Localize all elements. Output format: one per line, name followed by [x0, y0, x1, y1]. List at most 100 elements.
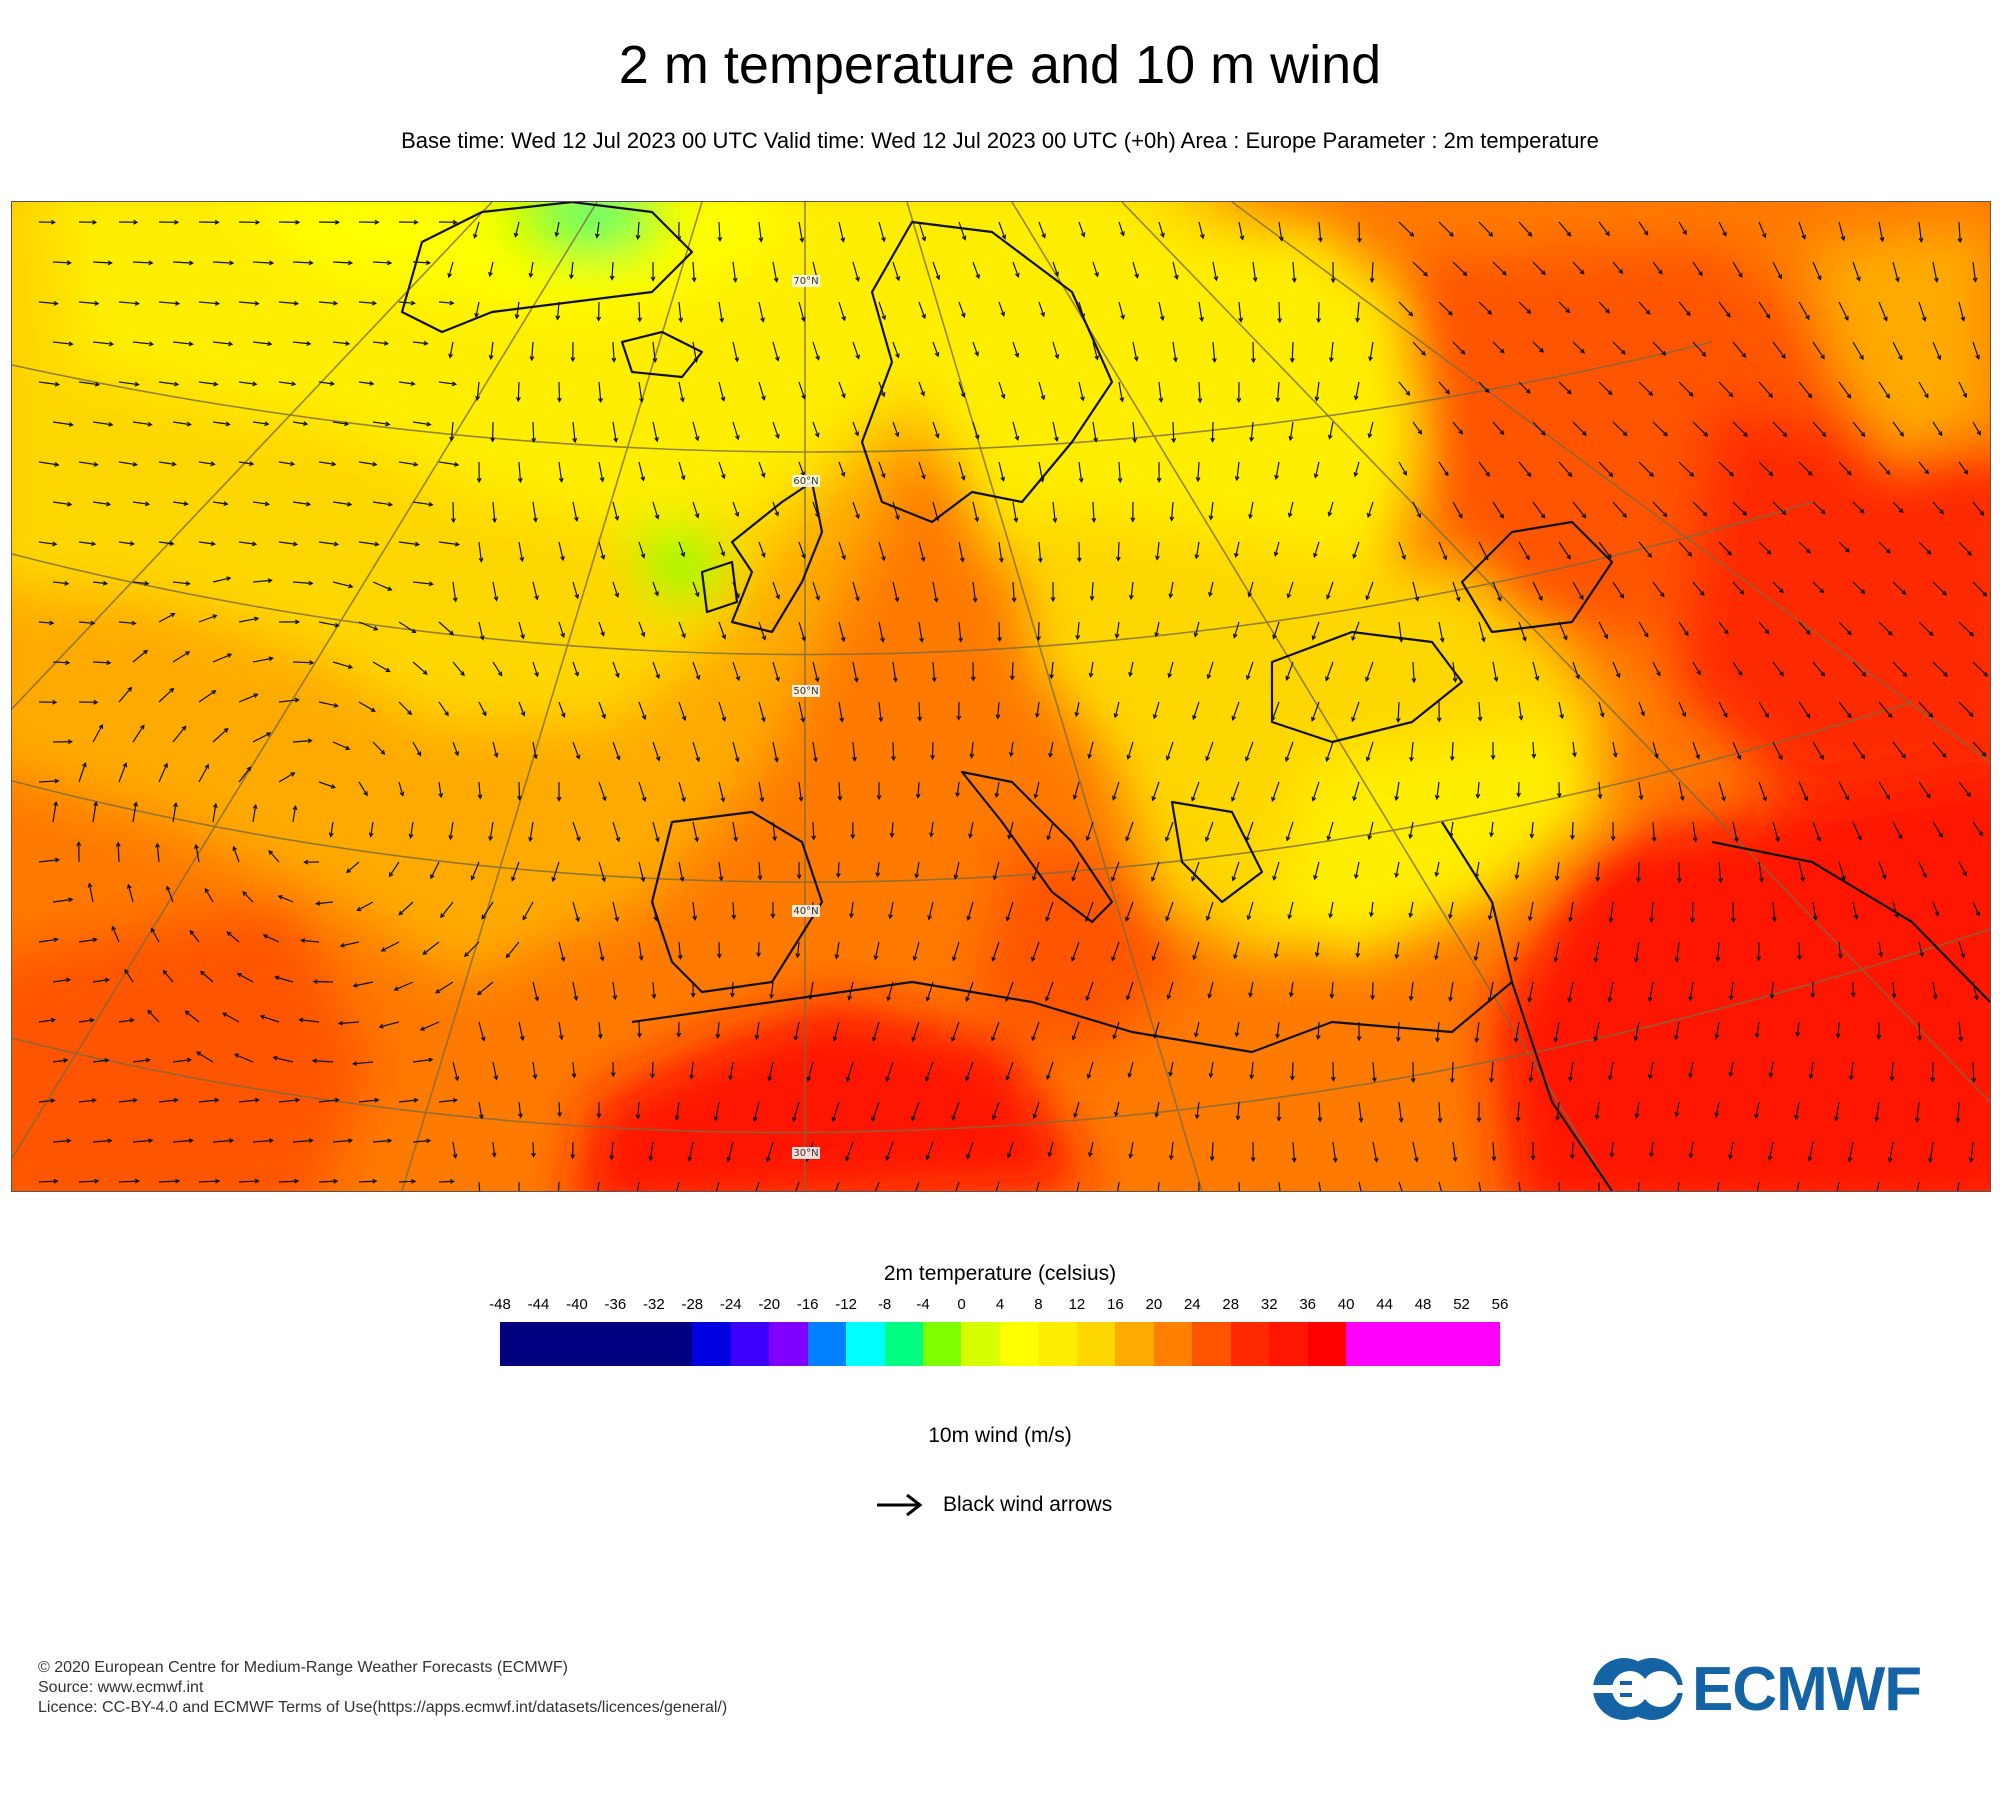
wind-arrow: [368, 821, 374, 838]
wind-arrow: [1972, 661, 1989, 677]
wind-arrow: [278, 461, 296, 467]
wind-arrow: [958, 621, 963, 643]
wind-arrow: [1478, 461, 1490, 477]
wind-arrow: [1852, 741, 1866, 760]
wind-arrow: [1492, 421, 1505, 436]
wind-arrow: [1612, 341, 1626, 355]
wind-arrow: [1165, 901, 1174, 922]
wind-arrow: [1275, 1021, 1280, 1039]
wind-arrow: [1878, 221, 1885, 243]
wind-arrow: [1208, 501, 1214, 521]
wind-arrow: [1487, 901, 1494, 921]
wind-arrow: [1434, 781, 1440, 801]
wind-arrow: [1125, 981, 1134, 1001]
wind-arrow: [1156, 461, 1162, 483]
wind-arrow: [772, 421, 780, 440]
legend-tick-label: 0: [957, 1296, 966, 1313]
wind-arrow: [1088, 1141, 1094, 1158]
wind-arrow: [38, 857, 61, 863]
wind-arrow: [172, 725, 187, 743]
wind-arrow: [1111, 941, 1120, 962]
wind-arrow: [1636, 861, 1641, 883]
wind-arrow: [172, 1138, 194, 1144]
wind-arrow: [1957, 221, 1963, 244]
wind-arrow: [1932, 501, 1945, 515]
wind-arrow: [1194, 1101, 1200, 1120]
wind-arrow: [968, 821, 974, 839]
wind-arrow: [315, 900, 334, 906]
wind-arrow: [358, 461, 378, 467]
wind-arrow: [1368, 341, 1374, 362]
wind-arrow: [931, 661, 937, 683]
wind-arrow: [438, 701, 449, 717]
wind-arrow: [358, 381, 375, 386]
wind-arrow: [1330, 1061, 1336, 1082]
wind-arrow: [1598, 381, 1613, 396]
wind-arrow: [158, 541, 175, 546]
wind-arrow: [1652, 581, 1665, 598]
wind-arrow: [1369, 901, 1374, 918]
wind-arrow: [518, 541, 525, 563]
wind-arrow: [1408, 901, 1414, 919]
legend-tick-label: 56: [1491, 1296, 1509, 1313]
wind-arrow: [930, 741, 936, 761]
wind-arrow: [438, 300, 455, 306]
wind-arrow: [1152, 701, 1160, 720]
wind-arrow: [798, 301, 806, 323]
wind-arrow: [517, 461, 523, 484]
wind-arrow: [1558, 381, 1572, 395]
wind-arrow: [1277, 301, 1283, 324]
wind-arrow: [873, 941, 880, 961]
wind-arrow: [1315, 1021, 1321, 1041]
wind-arrow: [1607, 1061, 1614, 1081]
wind-arrow: [772, 501, 780, 517]
ecmwf-logo-icon: [1590, 1658, 1686, 1720]
wind-arrow: [92, 501, 112, 507]
wind-arrow: [878, 381, 886, 398]
wind-arrow: [78, 1178, 100, 1184]
wind-arrow: [652, 581, 659, 597]
wind-arrow: [1252, 261, 1258, 283]
wind-arrow: [398, 300, 416, 306]
wind-arrow: [1325, 741, 1334, 762]
wind-arrow: [875, 861, 881, 878]
wind-arrow: [972, 261, 980, 280]
wind-arrow: [1291, 1141, 1297, 1163]
wind-arrow: [1326, 581, 1334, 600]
wind-arrow: [268, 849, 280, 863]
wind-arrow: [1410, 1061, 1416, 1084]
wind-arrow: [92, 580, 109, 586]
wind-arrow: [558, 461, 564, 483]
wind-arrow: [557, 1101, 563, 1118]
wind-arrow: [372, 260, 393, 266]
wind-arrow: [1478, 381, 1490, 394]
wind-arrow: [1598, 621, 1608, 640]
wind-arrow: [558, 541, 565, 562]
wind-arrow: [718, 301, 725, 323]
wind-arrow: [852, 581, 860, 602]
wind-arrow: [1688, 1141, 1694, 1159]
wind-arrow: [339, 941, 360, 948]
wind-arrow: [965, 1061, 974, 1082]
wind-arrow: [886, 981, 894, 1002]
wind-arrow: [1169, 501, 1175, 522]
wind-arrow: [1078, 461, 1084, 484]
wind-arrow: [226, 931, 240, 943]
legend-tick-label: 20: [1145, 1296, 1163, 1313]
wind-arrow: [412, 1138, 432, 1144]
wind-arrow: [1530, 1141, 1536, 1161]
wind-arrow: [835, 1181, 840, 1191]
wind-arrow: [1314, 941, 1320, 958]
wind-arrow: [555, 301, 561, 321]
colorbar-segment: [884, 1322, 924, 1366]
wind-arrow: [1398, 221, 1415, 237]
wind-arrow: [1892, 341, 1903, 361]
wind-arrow: [92, 660, 112, 666]
wind-arrow: [772, 261, 779, 283]
wind-arrow: [1918, 861, 1927, 879]
wind-arrow: [38, 1098, 56, 1104]
wind-arrow: [1918, 621, 1934, 637]
legend-tick-label: 36: [1299, 1296, 1317, 1313]
wind-arrow: [972, 581, 978, 603]
wind-arrow: [1248, 981, 1254, 998]
